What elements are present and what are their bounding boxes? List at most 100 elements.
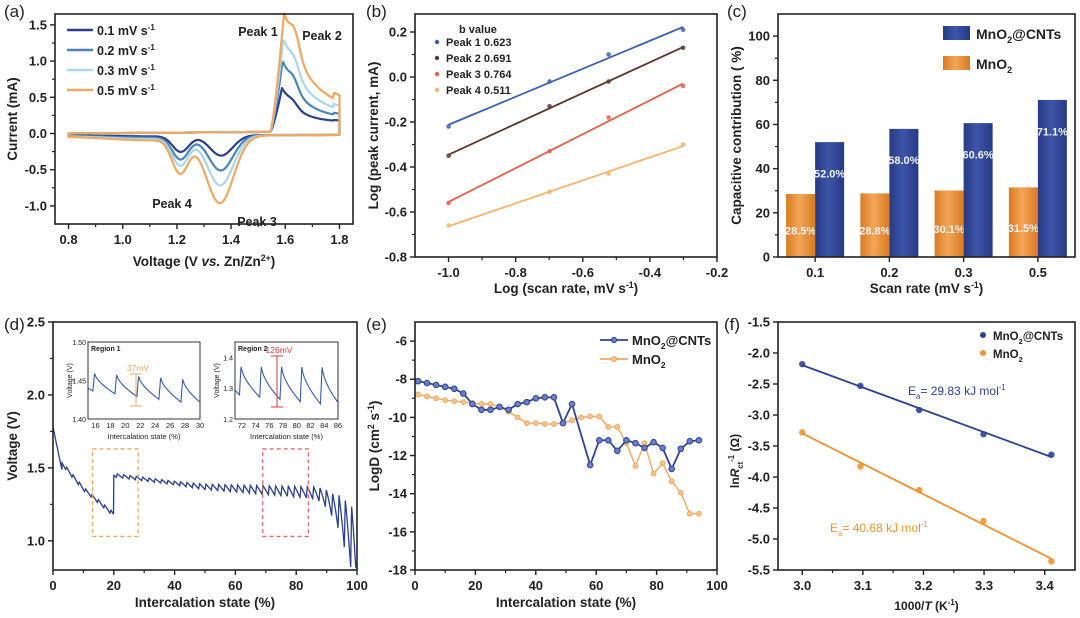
- y-tick-label: -0.2: [385, 115, 407, 130]
- legend-marker: [610, 336, 618, 344]
- data-point: [686, 510, 693, 517]
- data-point: [980, 431, 987, 438]
- fit-line-1: [448, 46, 684, 156]
- y-tick-label: 0.0: [29, 126, 47, 141]
- x-tick-label: -0.4: [639, 265, 662, 280]
- data-point: [550, 394, 558, 401]
- y-tick-label: 1.5: [27, 460, 45, 475]
- legend-marker: [980, 332, 986, 338]
- x-tick-label: 40: [167, 578, 181, 593]
- inset-curve: [87, 373, 200, 404]
- data-point: [541, 421, 548, 427]
- data-point: [496, 403, 503, 411]
- data-point: [623, 436, 630, 444]
- data-point: [680, 142, 686, 147]
- y-tick-label: -1.5: [748, 315, 770, 330]
- legend-label: MnO2: [993, 349, 1023, 364]
- legend-label: 0.2 mV s-1: [97, 43, 155, 58]
- data-point: [514, 400, 521, 408]
- data-point: [799, 429, 806, 436]
- inset-y-tick-label: 1.45: [72, 379, 86, 386]
- y-tick-label: -0.8: [385, 250, 407, 265]
- x-tick-label: 100: [706, 578, 728, 593]
- data-point: [541, 394, 549, 401]
- data-point: [446, 153, 451, 159]
- data-point: [586, 461, 594, 469]
- y-axis-label: Current (mA): [5, 77, 20, 160]
- y-tick-label: -0.6: [385, 205, 407, 220]
- data-point: [460, 399, 467, 406]
- data-point: [695, 436, 703, 444]
- annotation-peak-1: Peak 1: [238, 25, 278, 39]
- annotation-peak-4: Peak 4: [152, 197, 192, 211]
- activation-energy-annotation: Ea= 29.83 kJ mol-1: [908, 383, 1006, 401]
- y-tick-label: 40: [756, 161, 770, 176]
- bar-mno2-cnts: [889, 128, 919, 257]
- x-tick-label: -1.0: [437, 265, 459, 280]
- bar-data-label: 28.8%: [859, 225, 890, 237]
- plot-frame: [414, 13, 718, 258]
- x-tick-label: 0.2: [880, 265, 898, 280]
- y-tick-label: 0.5: [29, 90, 47, 105]
- inset-x-tick-label: 82: [306, 421, 314, 430]
- inset-frame: [87, 341, 201, 420]
- legend-marker: [610, 355, 618, 363]
- data-point: [857, 382, 864, 390]
- data-point: [433, 395, 440, 402]
- inset-y-tick-label: 1.4: [223, 355, 233, 362]
- data-point: [478, 401, 485, 407]
- legend-label: Peak 3 0.764: [446, 69, 512, 81]
- x-tick-label: 100: [346, 578, 368, 593]
- data-point: [423, 379, 431, 387]
- legend-marker: [434, 55, 440, 61]
- y-axis-label: Capacitive contribution ( %): [729, 46, 744, 225]
- data-point: [980, 517, 987, 525]
- fit-line-0: [801, 364, 1052, 458]
- data-point: [668, 478, 675, 485]
- data-point: [606, 115, 611, 120]
- data-point: [446, 223, 451, 228]
- x-tick-label: -0.6: [572, 265, 594, 280]
- y-tick-label: -5.5: [748, 563, 770, 578]
- bar-data-label: 30.1%: [934, 224, 965, 236]
- data-point: [547, 79, 552, 84]
- data-point: [659, 444, 666, 452]
- x-axis-label: Log (scan rate, mV s-1): [494, 280, 638, 296]
- panel-b: (b) Peak 1 0.623 Peak 2 0.691 Peak 3 0.764 P…: [366, 2, 728, 296]
- y-tick-label: -4.0: [748, 470, 770, 485]
- highlight-region-1: [91, 448, 139, 538]
- plot-frame: [777, 13, 1076, 258]
- x-tick-label: 1.6: [276, 232, 294, 247]
- y-axis-label: Log (peak current, mA): [366, 62, 381, 210]
- data-point: [641, 444, 648, 452]
- y-tick-label: 0: [763, 250, 770, 265]
- inset-x-tick-label: 22: [136, 421, 144, 430]
- data-point: [523, 420, 530, 427]
- inset-x-tick-label: 26: [166, 421, 174, 430]
- data-point: [695, 510, 702, 517]
- legend-label: Peak 4 0.511: [446, 85, 511, 97]
- bar-data-label: 60.6%: [963, 149, 994, 161]
- data-point: [578, 414, 584, 421]
- legend-label: MnO2@CNTs: [632, 333, 711, 351]
- inset-x-tick-label: 18: [106, 421, 114, 430]
- y-tick-label: 1.0: [29, 54, 47, 69]
- bar-mno2-cnts: [815, 142, 845, 257]
- data-point: [442, 397, 449, 404]
- data-point: [487, 401, 494, 407]
- x-tick-label: 3.4: [1036, 578, 1055, 593]
- inset-y-label: Voltage (V): [214, 363, 221, 398]
- inset-annotation: 37mV: [127, 363, 150, 373]
- inset-x-tick-label: 20: [121, 421, 129, 430]
- legend-marker: [434, 39, 440, 45]
- data-point: [916, 486, 923, 494]
- y-axis-label: LogD (cm2 s-1): [366, 401, 382, 492]
- data-point: [606, 79, 611, 84]
- x-tick-label: 3.1: [854, 578, 872, 593]
- legend-label: MnO2: [976, 56, 1012, 75]
- panel-c: (c) 28.5% 52.0% 0.1 28.8% 58.0% 0.2 30.1% 60.6% 0…: [727, 2, 1076, 296]
- y-tick-label: -4.5: [748, 501, 770, 516]
- data-point: [569, 417, 575, 424]
- inset-x-tick-label: 24: [151, 421, 159, 430]
- panel-label: (a): [4, 2, 25, 21]
